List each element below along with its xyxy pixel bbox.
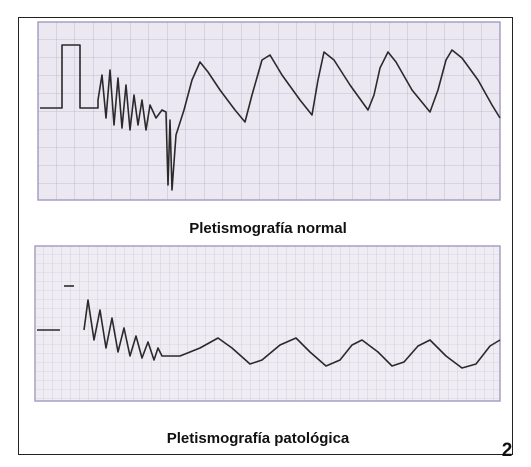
caption: Pletismografía patológica — [167, 430, 350, 447]
figure-number: 2 — [502, 440, 513, 461]
normal-strip — [38, 22, 500, 200]
caption: Pletismografía normal — [189, 220, 347, 237]
figure: Pletismografía normal Pletismografía pat… — [0, 0, 531, 467]
pathological-strip — [35, 246, 500, 401]
